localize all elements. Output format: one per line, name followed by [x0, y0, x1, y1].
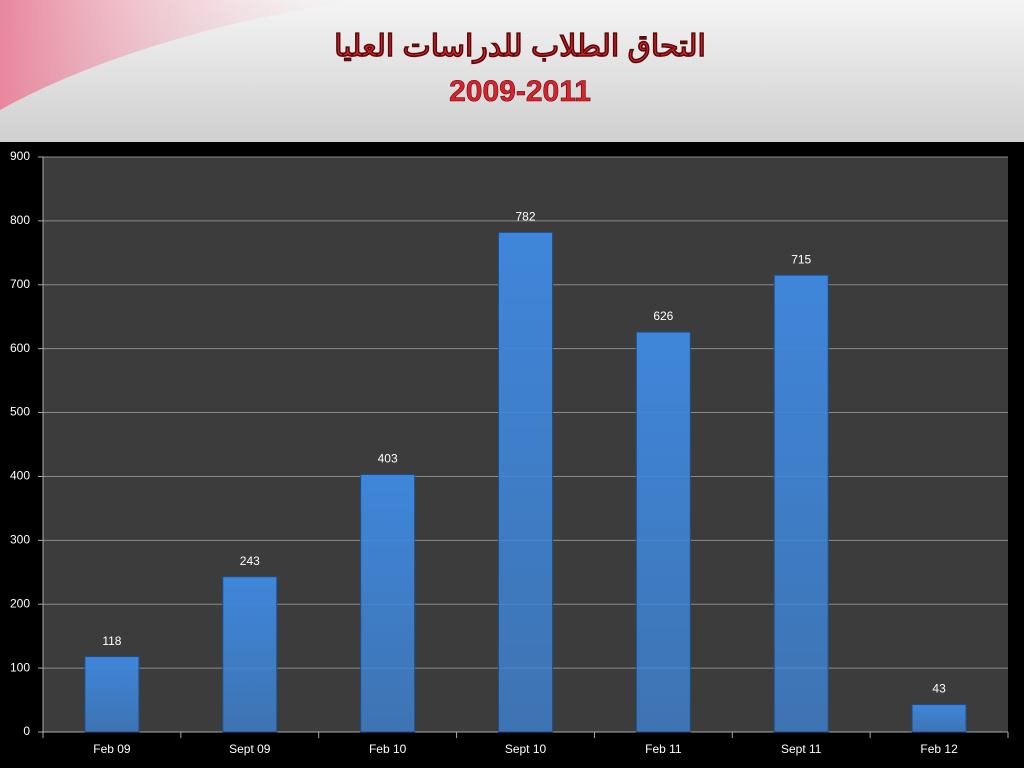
- value-label: 118: [102, 634, 121, 648]
- y-tick-label: 100: [10, 660, 30, 674]
- y-tick-label: 900: [10, 149, 30, 163]
- y-tick-label: 400: [10, 469, 30, 483]
- x-tick-label: Feb 10: [369, 742, 407, 756]
- value-label: 403: [378, 452, 398, 466]
- y-tick-label: 300: [10, 533, 30, 547]
- bar: [222, 576, 278, 733]
- value-label: 626: [653, 309, 673, 323]
- value-label: 43: [932, 682, 946, 696]
- bar: [911, 704, 967, 733]
- x-tick-label: Sept 10: [505, 742, 547, 756]
- value-label: 243: [240, 554, 260, 568]
- value-label: 715: [791, 252, 811, 266]
- y-tick-label: 700: [10, 277, 30, 291]
- x-tick-label: Sept 11: [781, 742, 822, 756]
- x-tick-label: Sept 09: [229, 742, 271, 756]
- bar: [635, 331, 691, 733]
- chart-subtitle: 2009-2011: [449, 75, 591, 108]
- x-tick-label: Feb 12: [920, 742, 958, 756]
- value-label: 782: [515, 210, 535, 224]
- bar: [773, 274, 829, 733]
- x-tick-label: Feb 11: [645, 742, 682, 756]
- header-swoosh: [0, 0, 360, 110]
- bar: [498, 231, 553, 733]
- y-tick-label: 800: [10, 213, 30, 227]
- y-tick-label: 600: [10, 341, 30, 355]
- bar: [360, 474, 416, 733]
- bar: [84, 656, 140, 733]
- y-tick-label: 500: [10, 405, 30, 419]
- x-tick-label: Feb 09: [93, 742, 131, 756]
- y-tick-label: 0: [23, 724, 30, 738]
- y-tick-label: 200: [10, 596, 30, 610]
- chart-title: التحاق الطلاب للدراسات العليا: [334, 30, 706, 64]
